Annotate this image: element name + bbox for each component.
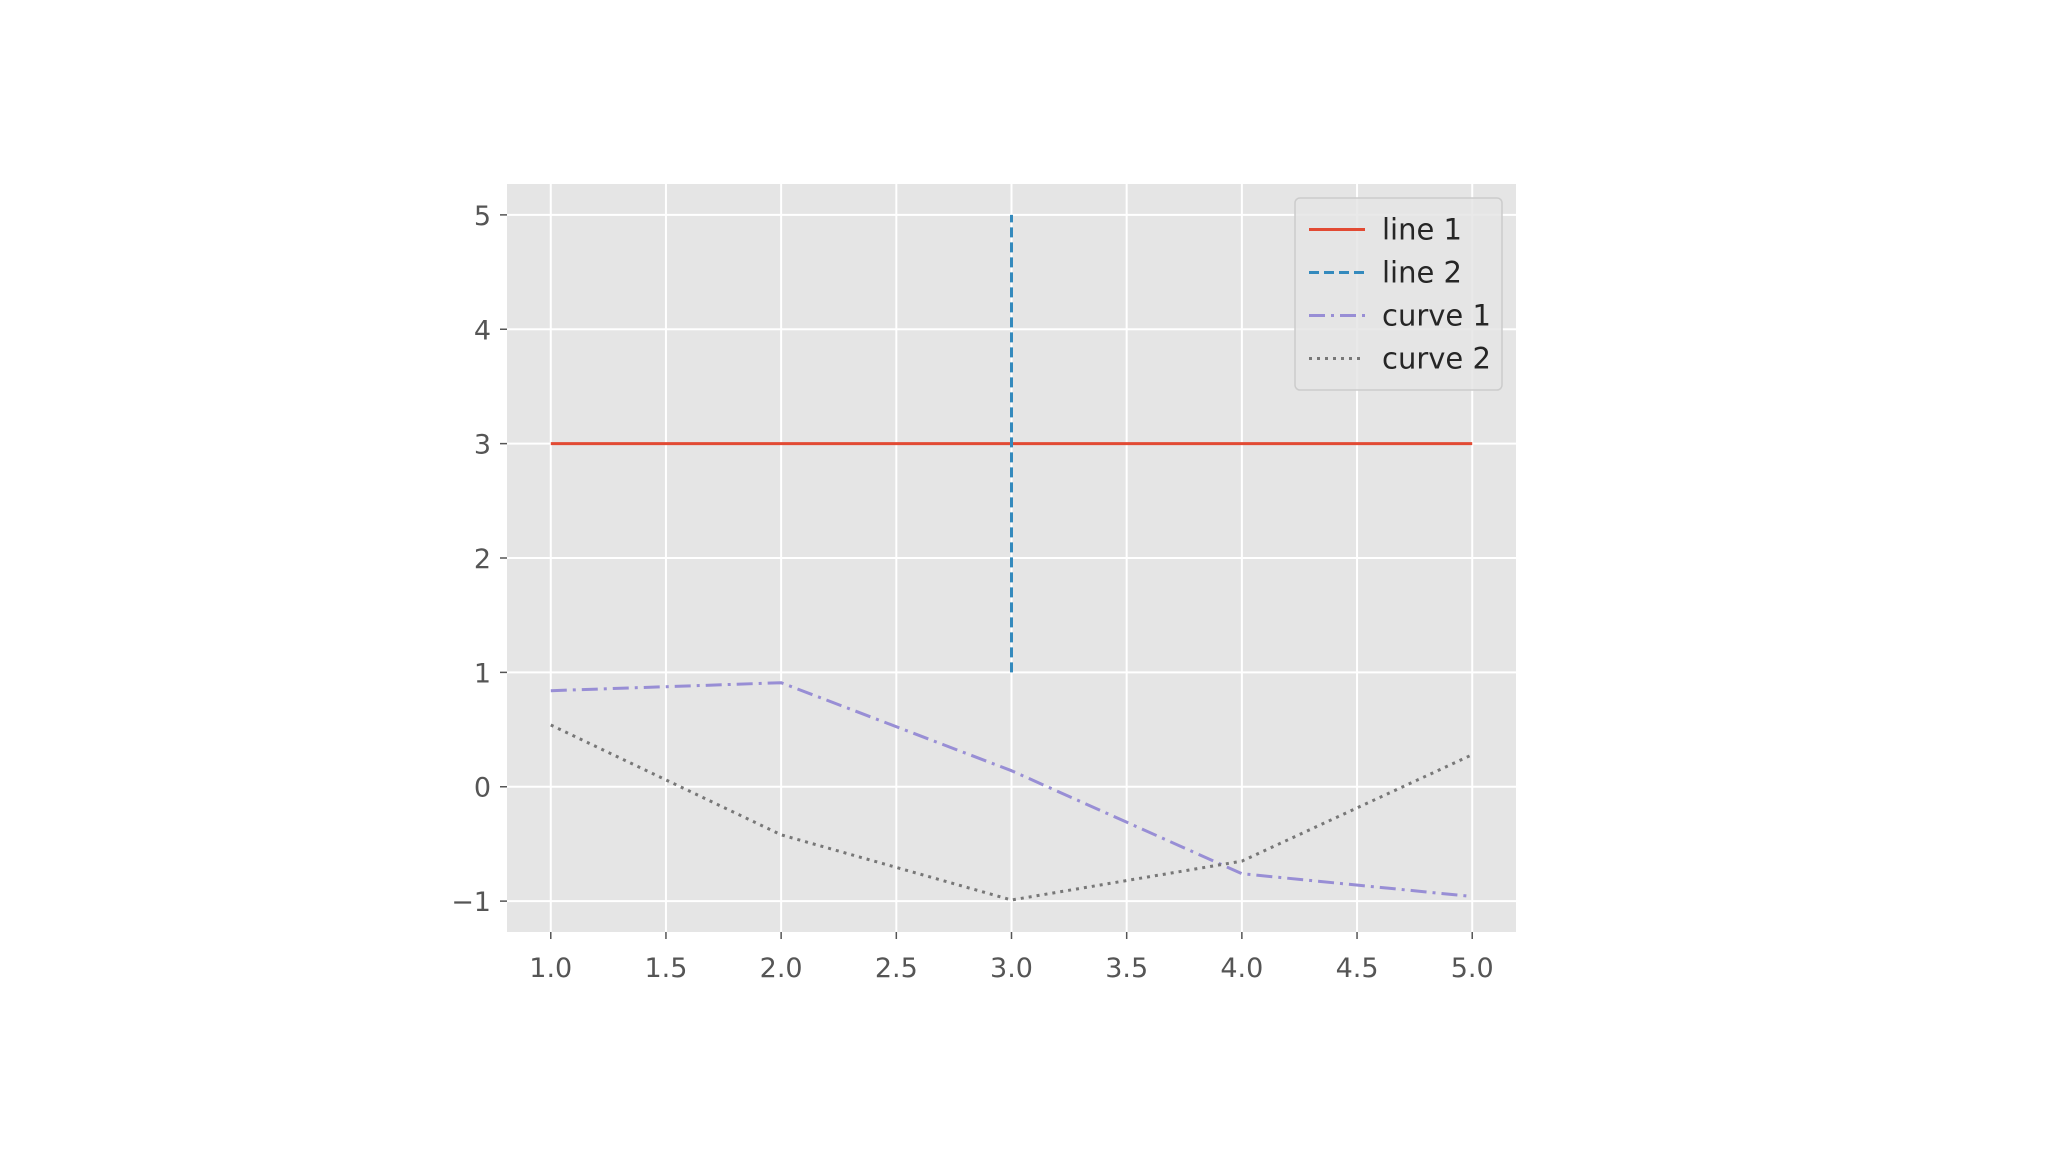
x-tick-label: 1.0 (529, 953, 572, 984)
legend-label-line-1: line 1 (1382, 213, 1462, 247)
x-tick-label: 2.0 (760, 953, 803, 984)
x-tick-label: 1.5 (644, 953, 687, 984)
x-tick-label: 3.0 (990, 953, 1033, 984)
x-tick-label: 2.5 (875, 953, 918, 984)
series-curve-2-line (550, 723, 1473, 902)
y-tick-label: −1 (451, 887, 491, 918)
legend: line 1 line 2 curve 1 curve 2 (1294, 197, 1503, 391)
series-curve-1-line (550, 681, 1473, 898)
y-tick-label: 1 (474, 658, 491, 689)
series-layer (550, 214, 1473, 902)
legend-label-line-2: line 2 (1382, 256, 1462, 290)
legend-label-curve-2: curve 2 (1382, 342, 1491, 376)
x-tick-label: 3.5 (1105, 953, 1148, 984)
y-tick-label: 4 (474, 315, 491, 346)
legend-label-curve-1: curve 1 (1382, 299, 1491, 333)
y-tick-label: 5 (474, 201, 491, 232)
x-tick-label: 4.5 (1336, 953, 1379, 984)
x-tick-label: 4.0 (1220, 953, 1263, 984)
x-axis: 1.0 1.5 2.0 2.5 3.0 3.5 4.0 4.5 5.0 (529, 932, 1494, 984)
y-tick-label: 2 (474, 544, 491, 575)
y-axis: −1 0 1 2 3 4 5 (451, 201, 507, 918)
y-tick-label: 3 (474, 430, 491, 461)
x-tick-label: 5.0 (1451, 953, 1494, 984)
legend-box (1294, 197, 1503, 391)
y-tick-label: 0 (474, 773, 491, 804)
